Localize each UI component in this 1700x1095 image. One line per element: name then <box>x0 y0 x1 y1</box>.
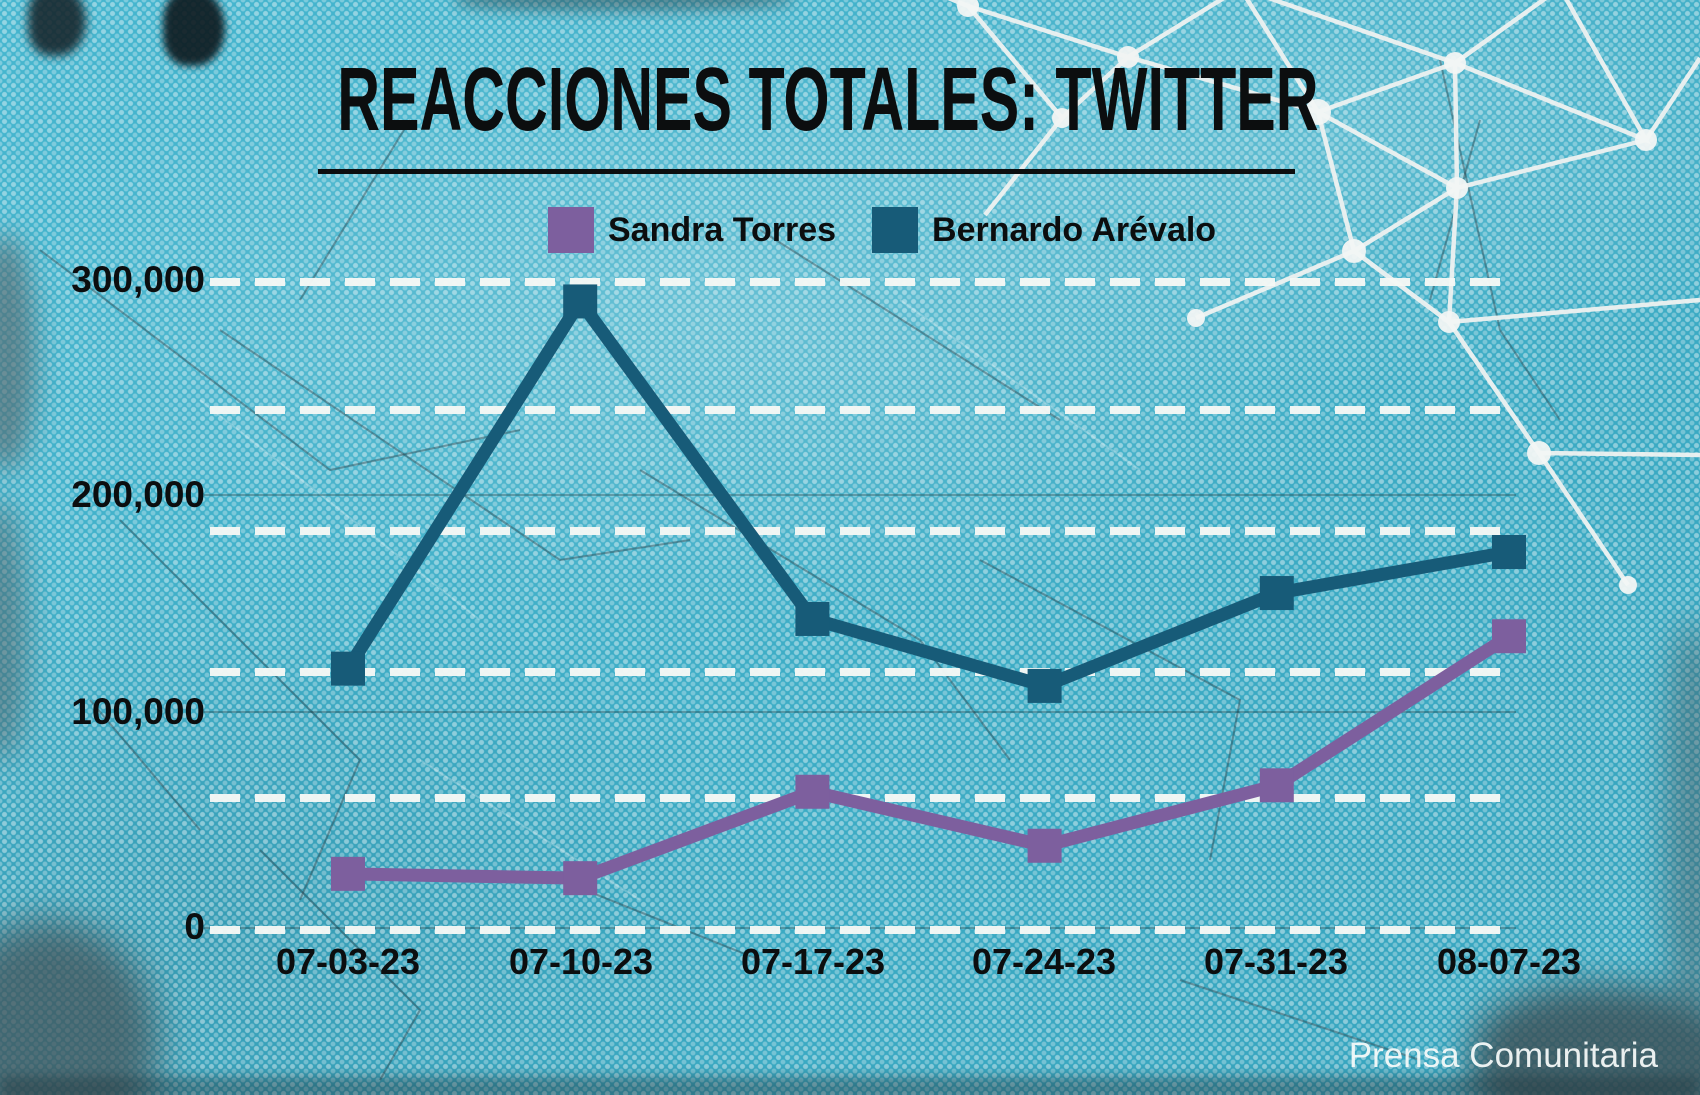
data-point-marker <box>331 856 365 891</box>
data-point-marker <box>795 774 830 809</box>
grunge-blob <box>1470 985 1700 1095</box>
data-point-marker <box>1492 535 1526 569</box>
title-underline <box>318 169 1295 174</box>
legend-swatch-bernardo <box>872 207 919 253</box>
legend-label-sandra: Sandra Torres <box>608 210 837 249</box>
legend-swatch-sandra <box>548 207 594 253</box>
x-axis-label: 07-03-23 <box>275 941 421 982</box>
data-point-marker <box>1259 576 1294 611</box>
data-point-marker <box>1027 668 1062 703</box>
page-title: REACCIONES TOTALES: TWITTER <box>337 49 1319 150</box>
data-point-marker <box>795 601 830 636</box>
data-point-marker <box>331 651 365 686</box>
data-point-marker <box>563 284 598 319</box>
x-axis-label: 07-24-23 <box>971 941 1117 982</box>
x-axis-label: 07-31-23 <box>1203 941 1349 982</box>
attribution-text: Prensa Comunitaria <box>1348 1036 1658 1075</box>
axis-line-200k <box>204 494 1516 496</box>
y-axis-label: 100,000 <box>71 691 205 732</box>
axis-line-100k <box>204 711 1516 713</box>
grunge-blob <box>0 1076 1700 1095</box>
gridline <box>210 668 1513 676</box>
chart-legend: Sandra Torres Bernardo Arévalo <box>548 207 1216 253</box>
data-point-marker <box>1492 619 1526 654</box>
x-axis-label: 07-17-23 <box>740 941 886 982</box>
x-axis-label: 07-10-23 <box>508 941 654 982</box>
grunge-blob <box>163 0 225 66</box>
y-axis-label: 300,000 <box>71 259 205 300</box>
gridline <box>210 527 1513 535</box>
gridline <box>210 278 1513 286</box>
data-point-marker <box>1027 828 1062 863</box>
grunge-blob <box>1665 620 1700 1020</box>
grunge-blob <box>455 0 795 12</box>
y-axis-label: 200,000 <box>71 474 205 515</box>
gridline <box>210 926 1513 934</box>
gridline <box>210 406 1513 414</box>
data-point-marker <box>563 861 598 896</box>
series-line-bernardo-arévalo <box>342 289 1511 693</box>
legend-label-bernardo: Bernardo Arévalo <box>932 210 1217 249</box>
y-axis-label: 0 <box>184 906 205 947</box>
series-line-sandra-torres <box>347 630 1513 885</box>
x-axis-label: 08-07-23 <box>1436 941 1582 982</box>
grunge-blob <box>28 0 86 56</box>
data-point-marker <box>1259 768 1294 803</box>
